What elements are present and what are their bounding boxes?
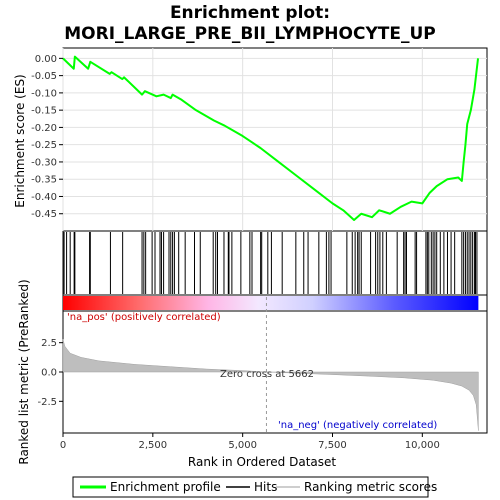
hits-panel xyxy=(62,230,488,296)
metric-y-tick-label: 2.5 xyxy=(41,338,57,349)
y-axis-label-bottom: Ranked list metric (PreRanked) xyxy=(17,279,31,464)
metric-y-tick-label: 0.0 xyxy=(41,368,57,379)
pos-label: 'na_pos' (positively correlated) xyxy=(67,312,221,323)
metric-layer xyxy=(62,297,479,433)
neg-label: 'na_neg' (negatively correlated) xyxy=(278,420,437,431)
es-y-tick-label: -0.45 xyxy=(31,209,57,220)
x-tick-label: 5,000 xyxy=(228,440,257,451)
legend-hits-label: Hits xyxy=(254,480,277,494)
legend-es-label: Enrichment profile xyxy=(110,480,221,494)
grid-layer xyxy=(62,48,487,231)
x-tick-label: 10,000 xyxy=(405,440,440,451)
y-axis-label-top: Enrichment score (ES) xyxy=(13,74,27,207)
es-y-tick-label: -0.30 xyxy=(31,157,57,168)
legend-metric-label: Ranking metric scores xyxy=(304,480,437,494)
chart-subtitle: MORI_LARGE_PRE_BII_LYMPHOCYTE_UP xyxy=(64,24,436,44)
zero-cross-label: Zero cross at 5662 xyxy=(220,369,314,380)
metric-area xyxy=(62,339,479,431)
metric-y-tick-label: -2.5 xyxy=(37,397,57,408)
chart-title: Enrichment plot: xyxy=(170,3,330,23)
x-tick-label: 7,500 xyxy=(318,440,347,451)
es-panel xyxy=(62,47,488,232)
es-y-tick-label: 0.00 xyxy=(35,54,57,65)
es-y-tick-label: -0.10 xyxy=(31,88,57,99)
x-tick-label: 0 xyxy=(60,440,66,451)
legend xyxy=(72,476,429,498)
es-y-tick-label: -0.15 xyxy=(31,106,57,117)
x-tick-label: 2,500 xyxy=(139,440,168,451)
es-line xyxy=(62,55,480,221)
x-axis-label: Rank in Ordered Dataset xyxy=(188,455,336,469)
hits-layer xyxy=(63,232,478,294)
es-y-tick-label: -0.25 xyxy=(31,140,57,151)
rank-color-band xyxy=(63,296,479,310)
es-y-tick-label: -0.20 xyxy=(31,123,57,134)
tick-layer: 0.00-0.05-0.10-0.15-0.20-0.25-0.30-0.35-… xyxy=(31,54,440,451)
es-y-tick-label: -0.35 xyxy=(31,175,57,186)
es-y-tick-label: -0.40 xyxy=(31,192,57,203)
es-layer xyxy=(62,55,480,221)
es-y-tick-label: -0.05 xyxy=(31,71,57,82)
